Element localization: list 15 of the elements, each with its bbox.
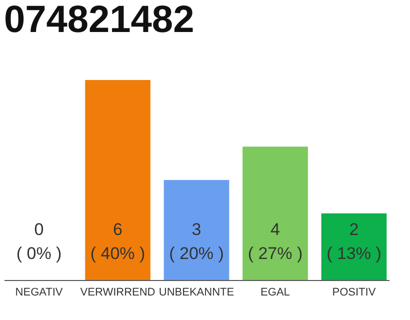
bar: [321, 213, 387, 280]
bar: [85, 80, 150, 280]
data-label: 3 ( 20% ): [169, 220, 224, 263]
bar: [242, 146, 308, 280]
x-tick-label: EGAL: [260, 286, 290, 298]
data-label: 2 ( 13% ): [326, 220, 382, 263]
chart-title: 074821482: [4, 0, 194, 41]
data-label: 0 ( 0% ): [16, 220, 62, 263]
x-tick-label: POSITIV: [332, 286, 376, 298]
data-label: 6 ( 40% ): [90, 220, 146, 263]
x-tick-label: UNBEKANNTE: [158, 286, 234, 298]
x-tick-label: VERWIRREND: [80, 286, 156, 298]
data-label: 4 ( 27% ): [248, 220, 303, 263]
bar: [164, 180, 230, 280]
x-tick-label: NEGATIV: [15, 286, 64, 298]
